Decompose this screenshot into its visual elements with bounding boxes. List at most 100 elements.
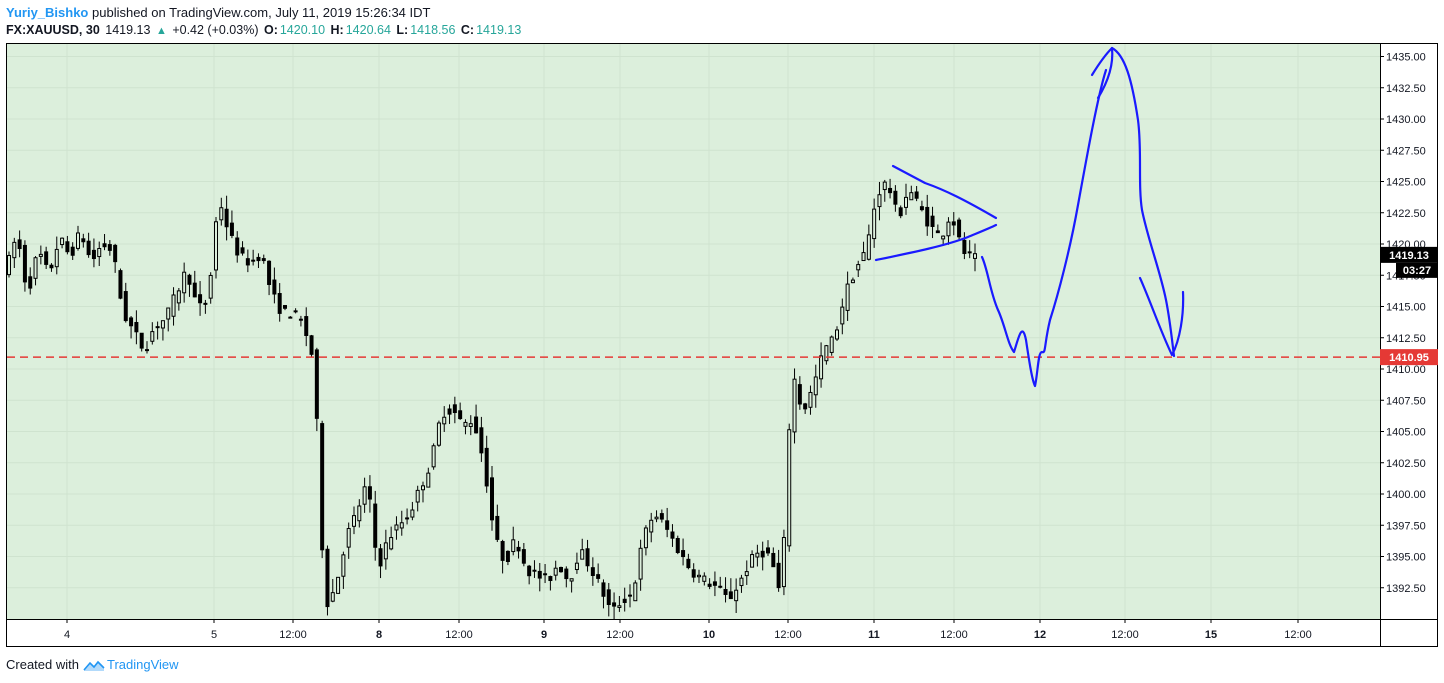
candle-body bbox=[123, 291, 128, 322]
price-tick-label: 1430.00 bbox=[1386, 114, 1426, 126]
candle-body bbox=[447, 408, 452, 415]
candle-body bbox=[601, 582, 606, 597]
candle-body bbox=[628, 594, 632, 597]
candle-body bbox=[500, 541, 505, 561]
candle-body bbox=[330, 592, 335, 602]
candle-body bbox=[803, 403, 808, 410]
plot-area[interactable] bbox=[7, 44, 1380, 619]
candle-body bbox=[946, 221, 951, 237]
candle-body bbox=[967, 251, 972, 254]
candle-body bbox=[734, 589, 739, 602]
candle-body bbox=[930, 215, 935, 227]
candle-body bbox=[378, 548, 383, 567]
hand-drawn-annotations[interactable] bbox=[874, 46, 1185, 388]
candle-body bbox=[872, 208, 877, 240]
price-axis[interactable]: 1392.50 1395.00 1397.50 1400.00 1402.50 1405.… bbox=[1380, 52, 1426, 595]
candle-body bbox=[431, 445, 436, 468]
candle-body bbox=[574, 562, 579, 571]
candle-body bbox=[829, 336, 834, 353]
candle-body bbox=[336, 576, 341, 594]
candle-body bbox=[559, 567, 563, 573]
candle-body bbox=[314, 349, 319, 419]
candle-body bbox=[638, 547, 643, 580]
candle-body bbox=[463, 421, 468, 427]
candle-body bbox=[118, 270, 123, 299]
time-tick-label: 10 bbox=[703, 629, 715, 641]
time-tick-label: 12:00 bbox=[940, 629, 968, 641]
candle-body bbox=[208, 274, 213, 299]
candle-body bbox=[744, 571, 749, 577]
last-price-label: 1419.13 bbox=[1389, 250, 1429, 262]
candle-body bbox=[240, 247, 245, 254]
candle-body bbox=[166, 307, 171, 320]
candle-body bbox=[484, 447, 489, 487]
candle-body bbox=[182, 271, 187, 294]
candle-body bbox=[267, 260, 272, 285]
candle-body bbox=[198, 294, 203, 304]
time-axis[interactable]: 4 5 12:00 8 12:00 9 12:00 10 12:00 11 12:00 12 12:00… bbox=[64, 619, 1312, 641]
candle-body bbox=[44, 251, 49, 265]
candle-body bbox=[251, 259, 256, 262]
time-tick-label: 4 bbox=[64, 629, 70, 641]
price-tick-label: 1412.50 bbox=[1386, 333, 1426, 345]
candle-body bbox=[537, 570, 542, 579]
candle-body bbox=[187, 274, 192, 285]
candle-body bbox=[219, 207, 224, 221]
candle-body bbox=[665, 520, 670, 530]
candle-body bbox=[283, 305, 287, 309]
support-price-label: 1410.95 bbox=[1389, 352, 1429, 364]
candle-body bbox=[102, 243, 107, 248]
tradingview-brand-link[interactable]: TradingView bbox=[106, 657, 179, 672]
candle-body bbox=[49, 264, 54, 269]
triangle-upper-line bbox=[891, 164, 998, 220]
symbol-legend: FX:XAUUSD, 30 1419.13 ▲ +0.42 (+0.03%) O… bbox=[6, 22, 523, 40]
candle-body bbox=[781, 537, 786, 588]
candle-body bbox=[28, 276, 33, 289]
candle-body bbox=[909, 192, 914, 201]
candle-body bbox=[612, 602, 617, 607]
candle-body bbox=[755, 552, 760, 558]
low-label: L: bbox=[396, 23, 409, 37]
candle-body bbox=[681, 550, 686, 558]
candle-body bbox=[304, 316, 309, 336]
candle-body bbox=[914, 191, 919, 199]
candle-body bbox=[325, 548, 330, 608]
candle-body bbox=[261, 258, 266, 262]
price-tick-label: 1435.00 bbox=[1386, 52, 1426, 64]
author-link[interactable]: Yuriy_Bishko bbox=[6, 5, 89, 20]
candle-body bbox=[585, 548, 590, 567]
candle-body bbox=[341, 554, 346, 577]
time-tick-label: 12:00 bbox=[774, 629, 802, 641]
candle-body bbox=[256, 256, 261, 262]
candle-body bbox=[532, 569, 537, 572]
candle-body bbox=[113, 244, 118, 263]
bar-countdown-label: 03:27 bbox=[1403, 265, 1431, 277]
candle-body bbox=[7, 255, 11, 276]
candle-body bbox=[12, 241, 17, 259]
candle-body bbox=[771, 552, 776, 568]
candle-body bbox=[797, 384, 802, 405]
candle-body bbox=[861, 252, 866, 262]
symbol-name[interactable]: FX:XAUUSD, 30 bbox=[6, 23, 100, 37]
candle-body bbox=[516, 546, 521, 552]
candle-body bbox=[606, 589, 611, 605]
candle-body bbox=[835, 329, 839, 340]
candle-body bbox=[86, 240, 91, 256]
candle-body bbox=[633, 582, 638, 602]
created-with-text: Created with bbox=[6, 657, 79, 672]
candle-body bbox=[893, 190, 898, 205]
candle-body bbox=[474, 416, 479, 434]
candle-body bbox=[723, 588, 728, 595]
candle-body bbox=[712, 581, 717, 586]
candle-body bbox=[97, 248, 102, 258]
time-tick-label: 12:00 bbox=[606, 629, 634, 641]
candle-body bbox=[505, 550, 510, 562]
candle-body bbox=[569, 578, 574, 582]
price-tick-label: 1425.00 bbox=[1386, 177, 1426, 189]
candle-body bbox=[410, 509, 415, 518]
candle-body bbox=[320, 423, 325, 551]
price-tick-label: 1402.50 bbox=[1386, 458, 1426, 470]
candle-body bbox=[495, 515, 500, 540]
candle-body bbox=[171, 294, 176, 317]
